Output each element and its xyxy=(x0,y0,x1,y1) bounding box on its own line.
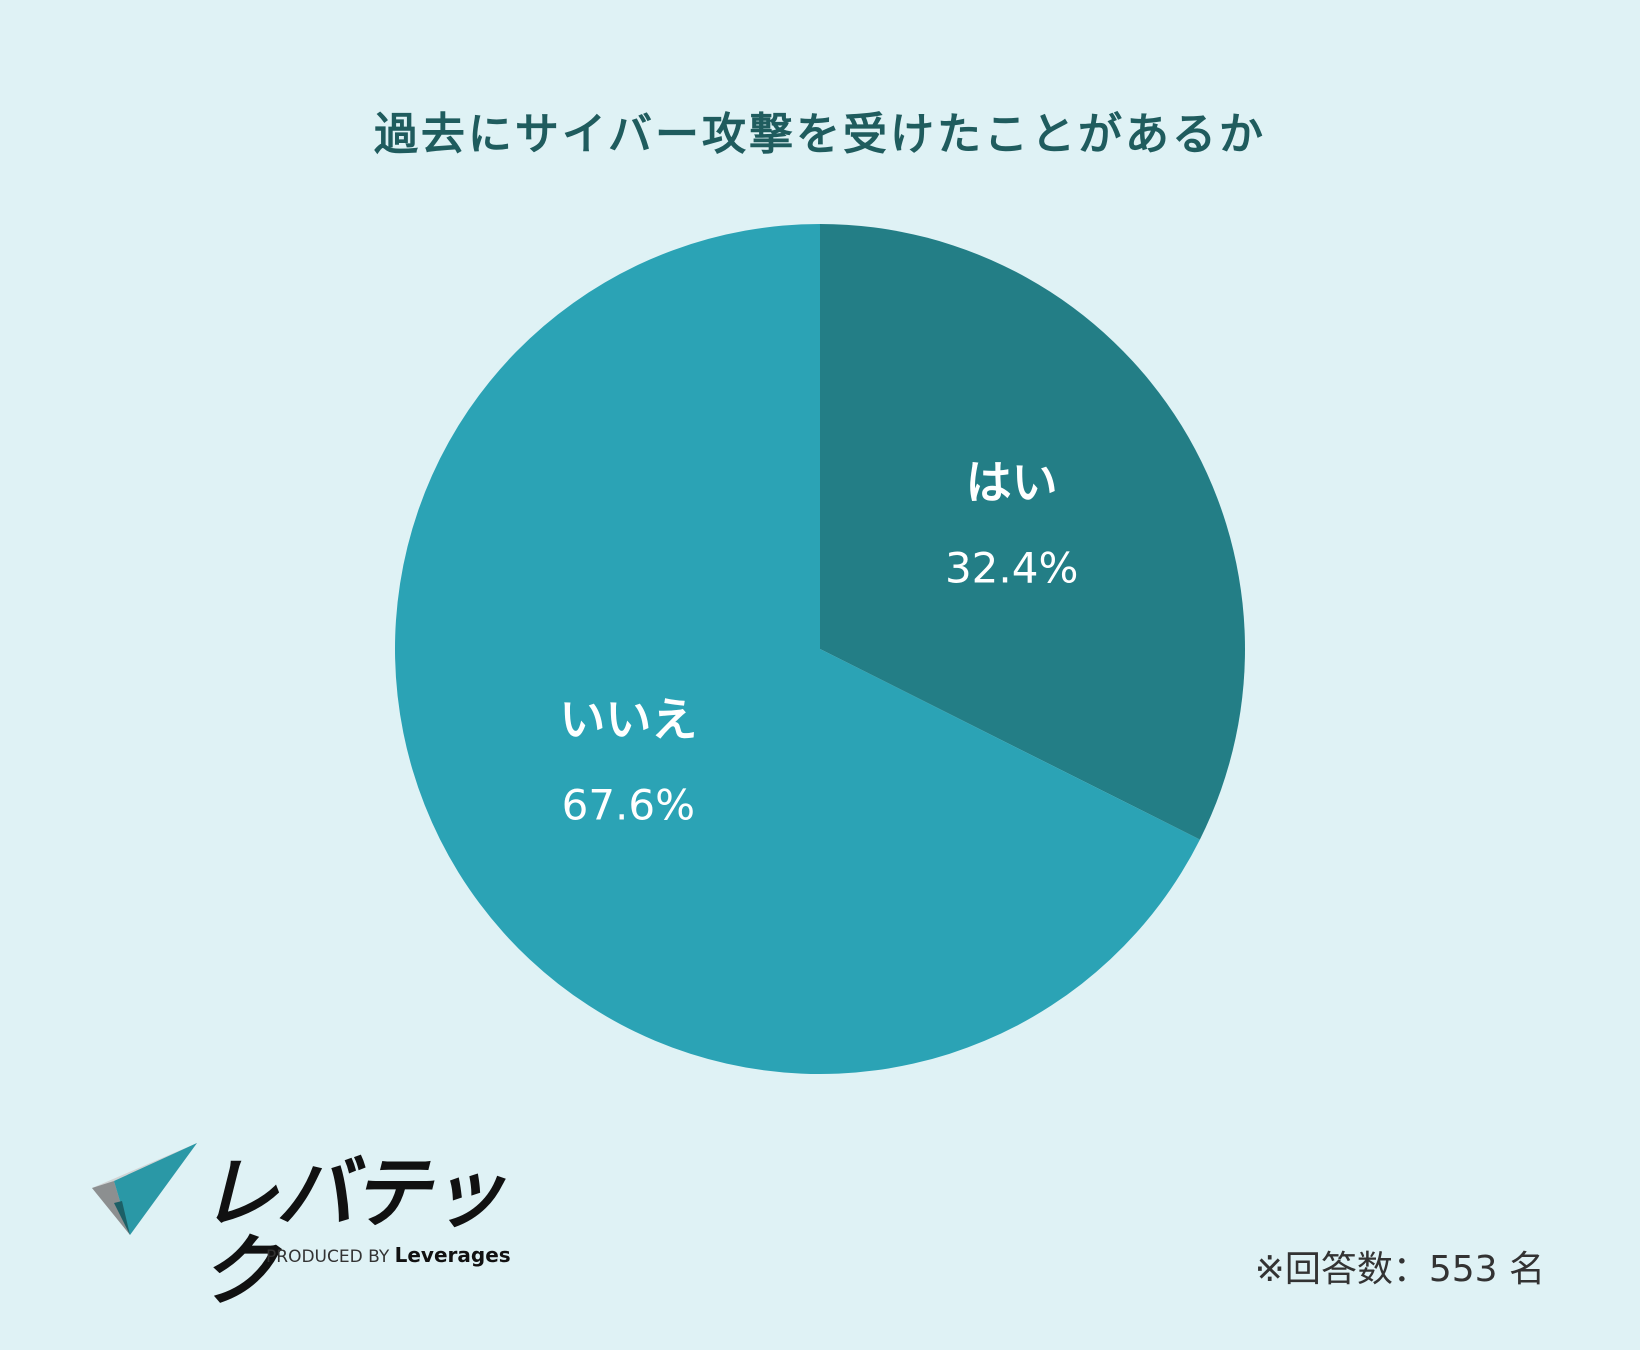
slice-label: いいえ xyxy=(559,692,697,746)
pie-slice-yes xyxy=(820,224,1245,840)
logo-wordmark: レバテック xyxy=(200,1149,506,1317)
levtech-logo: レバテック PRODUCED BY Leverages xyxy=(92,1143,532,1311)
pie-slice-no xyxy=(394,224,1200,1074)
slice-label: はい xyxy=(966,456,1058,510)
slice-percentage: 67.6% xyxy=(562,780,695,829)
chart-title: 過去にサイバー攻撃を受けたことがあるか xyxy=(373,109,1267,160)
respondent-count: ※回答数：553 名 xyxy=(1254,1249,1545,1290)
logo-mark-icon xyxy=(92,1143,197,1235)
slice-percentage: 32.4% xyxy=(945,544,1078,593)
logo-subtitle: PRODUCED BY Leverages xyxy=(266,1243,511,1267)
